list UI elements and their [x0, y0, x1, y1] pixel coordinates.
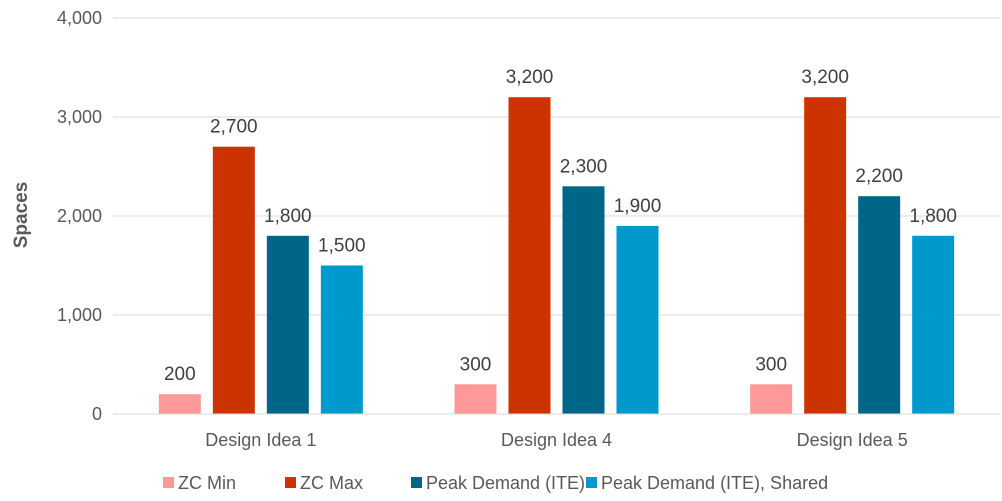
bar — [266, 235, 309, 414]
x-axis-ticks: Design Idea 1 Design Idea 4 Design Idea 5 — [205, 430, 907, 450]
data-label: 1,500 — [318, 236, 366, 257]
legend-label: ZC Min — [178, 473, 236, 493]
legend-swatch — [411, 477, 422, 488]
bars — [158, 97, 955, 414]
bar — [320, 265, 363, 414]
data-labels: 200 2,700 1,800 1,500 300 3,200 2,300 1,900 300 3… — [164, 67, 957, 385]
y-axis-ticks: 0 1,000 2,000 3,000 4,000 — [57, 8, 102, 424]
data-label: 300 — [755, 354, 787, 375]
legend-label: ZC Max — [300, 473, 363, 493]
y-tick-label: 4,000 — [57, 8, 102, 28]
data-label: 2,200 — [855, 166, 903, 187]
y-tick-label: 3,000 — [57, 107, 102, 127]
data-label: 3,200 — [801, 67, 849, 88]
legend-label: Peak Demand (ITE) — [426, 473, 585, 493]
gridlines — [113, 17, 1000, 316]
x-tick-label: Design Idea 1 — [205, 430, 316, 450]
legend-label: Peak Demand (ITE), Shared — [601, 473, 828, 493]
data-label: 200 — [164, 364, 196, 385]
data-label: 3,200 — [506, 67, 554, 88]
bar — [158, 394, 201, 414]
data-label: 1,800 — [909, 206, 957, 227]
y-tick-label: 0 — [92, 404, 102, 424]
y-axis-label: Spaces — [11, 182, 32, 249]
bar — [616, 225, 659, 414]
data-label: 2,300 — [560, 156, 608, 177]
bar — [750, 384, 793, 414]
data-label: 2,700 — [210, 117, 258, 138]
bar — [212, 146, 255, 414]
data-label: 1,900 — [614, 196, 662, 217]
legend-swatch — [586, 477, 597, 488]
legend: ZC Min ZC Max Peak Demand (ITE) Peak Demand… — [163, 473, 828, 493]
legend-swatch — [163, 477, 174, 488]
bar — [804, 97, 847, 414]
bar — [562, 186, 605, 414]
y-tick-label: 1,000 — [57, 305, 102, 325]
legend-swatch — [285, 477, 296, 488]
data-label: 300 — [460, 354, 492, 375]
x-tick-label: Design Idea 4 — [501, 430, 612, 450]
x-tick-label: Design Idea 5 — [797, 430, 908, 450]
y-tick-label: 2,000 — [57, 206, 102, 226]
bar — [858, 196, 901, 414]
data-label: 1,800 — [264, 206, 312, 227]
bar — [454, 384, 497, 414]
bar — [912, 235, 955, 414]
bar — [508, 97, 551, 414]
